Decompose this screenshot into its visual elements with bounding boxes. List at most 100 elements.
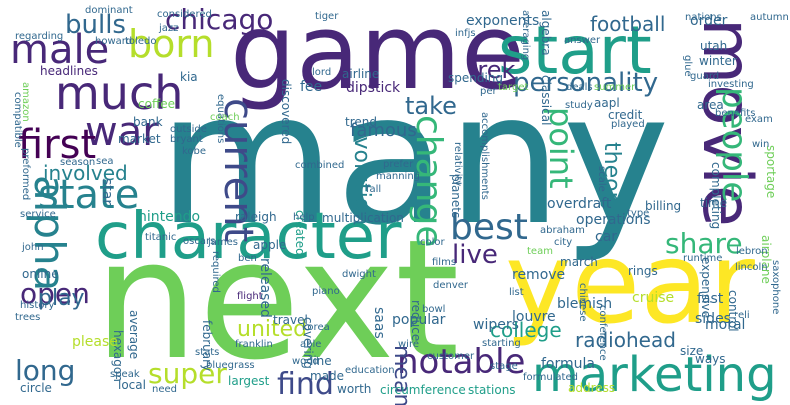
word-discovered: discovered: [279, 79, 293, 145]
word-first: first: [18, 122, 97, 168]
word-lord: lord: [312, 67, 332, 78]
word-accomplishments: accomplishments: [479, 112, 490, 200]
word-chinese: chinese: [577, 283, 588, 322]
word-blemish: blemish: [557, 296, 613, 312]
word-start: start: [498, 12, 652, 89]
word-piano: piano: [312, 286, 340, 297]
word-expensive: expensive: [699, 257, 713, 318]
word-order: order: [690, 13, 728, 29]
word-fee: fee: [300, 79, 323, 95]
word-market: market: [118, 132, 161, 146]
word-formula: formula: [541, 356, 595, 372]
word-dipstick: dipstick: [346, 80, 401, 96]
word-long: long: [15, 354, 76, 387]
word-personality: personality: [513, 68, 659, 98]
word-male: male: [10, 27, 110, 73]
word-completing: completing: [709, 162, 723, 230]
word-list: list: [509, 287, 524, 298]
word-find: find: [277, 367, 334, 402]
word-season: season: [60, 157, 96, 168]
word-play: play: [38, 286, 85, 311]
word-lincoln: lincoln: [735, 262, 768, 273]
word-involved: involved: [43, 161, 128, 185]
word-chicago: chicago: [165, 3, 274, 36]
word-size: size: [680, 344, 704, 358]
word-autumn: autumn: [750, 12, 789, 23]
word-bryant: bryant: [170, 134, 203, 145]
word-super: super: [148, 357, 227, 390]
word-wood: wood: [292, 356, 319, 367]
word-apple: apple: [253, 238, 287, 252]
word-nintendo: nintendo: [138, 209, 201, 225]
word-formulated: formulated: [523, 372, 578, 383]
word-fall: fall: [366, 184, 382, 195]
word-answer: answer: [564, 35, 601, 46]
word-trek: trek: [468, 56, 516, 84]
word-franklin: franklin: [235, 339, 273, 350]
word-classical: classical: [539, 75, 553, 126]
word-united: united: [237, 317, 308, 342]
word-dwight: dwight: [342, 269, 376, 280]
word-marketing: marketing: [532, 347, 777, 403]
word-oscars: oscars: [183, 236, 216, 247]
word-march: march: [560, 255, 598, 269]
word-star: star: [99, 178, 115, 206]
word-area: area: [697, 98, 724, 112]
word-bank: bank: [133, 115, 163, 129]
word-character: character: [95, 200, 402, 274]
word-popular: popular: [392, 312, 446, 328]
word-average: average: [127, 310, 141, 360]
word-coach: coach: [210, 112, 240, 123]
word-wire: wire: [398, 339, 420, 350]
word-coffee: coffee: [138, 97, 175, 111]
word-please: please: [72, 334, 118, 350]
word-played: played: [611, 119, 645, 130]
word-preformed: preformed: [20, 148, 31, 201]
word-able: able: [300, 339, 322, 350]
word-take: take: [405, 92, 457, 120]
word-multiplication: multiplication: [322, 211, 404, 225]
word-kia: kia: [180, 70, 198, 84]
word-open: open: [20, 277, 90, 310]
word-tiger: tiger: [315, 11, 339, 22]
word-eli: eli: [738, 310, 750, 321]
word-james: james: [208, 237, 239, 248]
word-fast: fast: [697, 291, 724, 307]
word-rings: rings: [628, 264, 658, 278]
word-trees: trees: [15, 312, 41, 323]
word-scale: scale: [596, 166, 607, 192]
word-reduce: reduce: [409, 300, 423, 342]
word-largest: largest: [228, 374, 270, 388]
word-year: year: [505, 219, 755, 349]
word-car: car: [595, 229, 618, 245]
word-headlines: headlines: [40, 64, 98, 78]
word-utah: utah: [700, 39, 728, 53]
word-regarding: regarding: [15, 31, 64, 42]
word-circumference: circumference: [380, 383, 466, 397]
word-billing: billing: [645, 199, 682, 213]
word-sides: sides: [695, 311, 731, 327]
word-john: john: [22, 242, 44, 253]
word-prefer: prefer: [383, 159, 414, 170]
word-online: online: [22, 267, 59, 281]
word-best: best: [450, 207, 528, 248]
word-per: per: [480, 86, 497, 97]
word-many: many: [158, 53, 670, 265]
word-remove: remove: [512, 267, 566, 283]
word-compatible: compatible: [12, 92, 23, 148]
word-live: live: [452, 240, 498, 270]
word-operations: operations: [576, 212, 651, 228]
word-football: football: [590, 12, 666, 36]
word-glue: glue: [682, 55, 693, 77]
word-city: city: [554, 237, 573, 248]
word-sportage: sportage: [764, 145, 778, 199]
word-nations: nations: [685, 12, 722, 23]
word-howard: howard: [95, 36, 133, 47]
word-deals: deals: [566, 82, 593, 93]
word-speak: speak: [110, 369, 140, 380]
word-louvre: louvre: [512, 309, 556, 325]
word-born: born: [128, 22, 215, 66]
word-algebra: algebra: [539, 10, 553, 56]
word-averaging: averaging: [520, 10, 531, 61]
word-exam: exam: [745, 114, 773, 125]
